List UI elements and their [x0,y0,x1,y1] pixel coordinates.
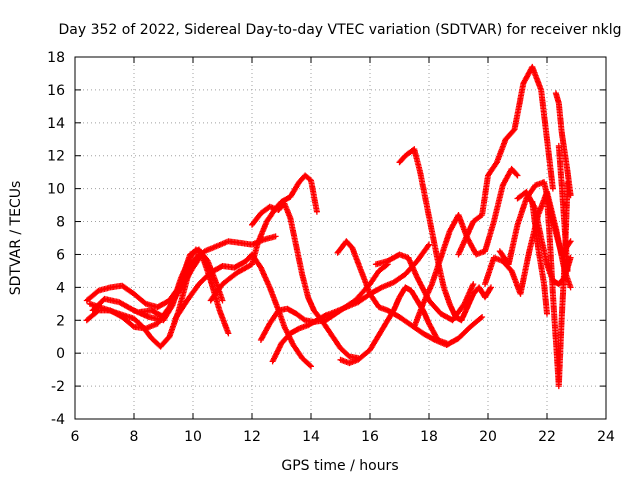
x-tick-label: 12 [243,429,261,445]
x-tick-label: 16 [361,429,379,445]
data-point-markers [172,251,314,370]
data-point-markers [269,241,432,365]
data-point-markers [337,284,450,367]
y-tick-label: 4 [56,280,65,296]
y-tick-label: 14 [47,116,65,132]
y-tick-label: -2 [51,379,65,395]
x-tick-label: 24 [597,429,615,445]
series-arc-23 [555,142,571,274]
series-arc-22 [552,90,574,199]
series-arc-6 [172,251,314,370]
data-point-markers [207,172,320,304]
series-arc-14 [396,146,494,324]
x-tick-label: 22 [538,429,556,445]
x-tick-label: 8 [130,429,139,445]
y-tick-label: 16 [47,83,65,99]
chart-title: Day 352 of 2022, Sidereal Day-to-day VTE… [59,22,622,38]
series-arc-15 [411,165,521,330]
plot-frame [74,56,607,420]
x-tick-label: 10 [184,429,202,445]
series-arc-7 [207,172,320,304]
data-point-markers [396,146,494,324]
series-arc-20 [529,198,550,317]
grid [75,57,606,419]
x-tick-label: 14 [302,429,320,445]
y-tick-label: -4 [51,412,65,428]
y-axis-label: SDTVAR / TECUs [8,181,24,296]
y-tick-label: 0 [56,346,65,362]
series-arc-12 [337,284,450,367]
series-arc-8 [249,200,362,362]
data-point-markers [555,142,571,274]
data-point-markers [411,165,521,330]
x-tick-label: 6 [71,429,80,445]
data-point-markers [552,90,574,199]
series-arc-10 [269,241,432,365]
data-point-markers [529,198,550,317]
y-tick-label: 8 [56,215,65,231]
plot-area [83,63,574,390]
x-axis-label: GPS time / hours [281,458,398,474]
y-tick-label: 2 [56,313,65,329]
data-point-markers [249,200,362,362]
y-tick-label: 10 [47,182,65,198]
y-tick-label: 12 [47,149,65,165]
y-tick-label: 18 [47,50,65,66]
series-arc-16 [455,63,556,258]
data-point-markers [455,63,556,258]
x-tick-label: 18 [420,429,438,445]
x-tick-label: 20 [479,429,497,445]
y-tick-label: 6 [56,247,65,263]
